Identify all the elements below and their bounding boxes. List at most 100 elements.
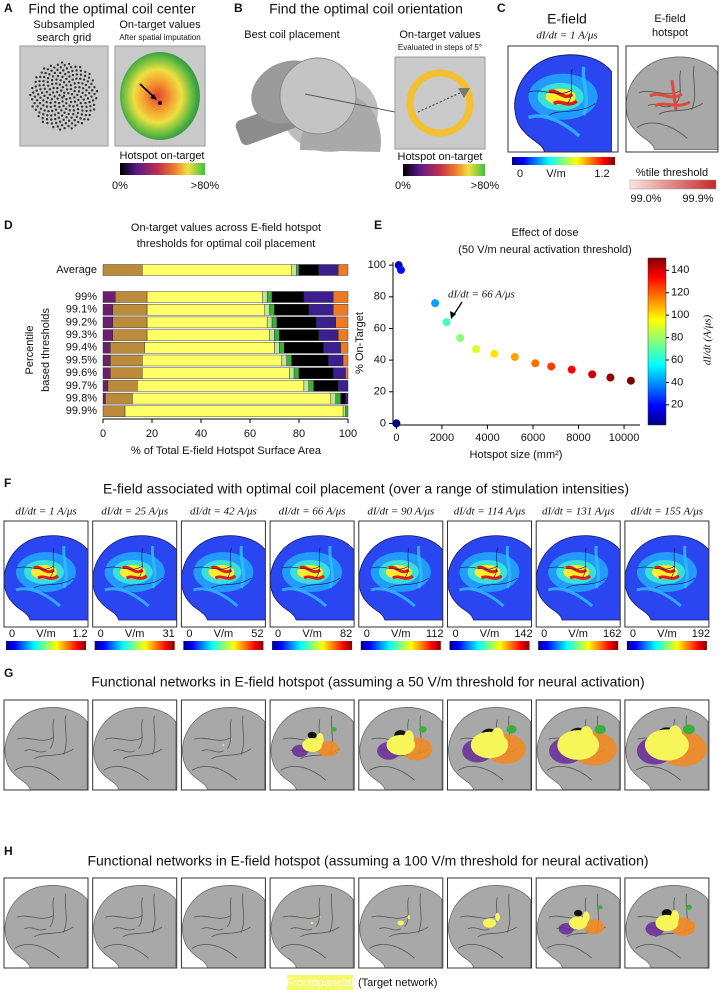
grid-dot [80,113,84,116]
colorbar-label: 0% [395,180,411,192]
image-title: search grid [37,32,91,44]
image-frame [535,877,621,969]
y-tick-label: 0 [380,417,386,429]
image-title: E-field [547,11,587,27]
x-tick-label: 100 [339,428,357,440]
center-dot [158,101,162,105]
y-tick-label: 99% [75,291,97,303]
y-tick-label: 99.5% [66,354,97,366]
grid-dot [67,70,70,74]
bar-segment [340,342,349,354]
grid-dot [62,69,65,72]
network-region [490,727,505,751]
orientation-ring [406,69,474,137]
bar-segment [115,291,148,303]
image-frame [624,520,710,628]
network-region [319,916,321,918]
bar-segment [338,329,349,341]
x-tick-label: 60 [244,428,256,440]
bar-segment [335,392,341,405]
grid-dot [51,75,55,78]
image-frame [92,520,178,628]
chart-title: On-target values across E-field hotspot [131,222,321,234]
grid-dot [36,99,39,102]
point [456,333,465,342]
grid-dot [68,104,71,107]
network-region [584,919,605,935]
panel-title: Functional networks in E-field hotspot (… [87,853,648,869]
grid-dot [60,124,64,127]
grid-dot [44,71,47,75]
bar-segment [345,367,349,379]
grid-dot [86,80,90,83]
grid-dot [42,83,45,87]
grid-dot [31,86,34,90]
grid-dot [47,109,50,113]
grid-dot [89,109,92,112]
grid-dot [95,97,98,100]
grid-dot [68,75,71,78]
grid-dot [63,111,66,114]
colorbar-label: V/m [214,628,234,640]
colorbar [512,157,615,165]
bar-segment [102,405,126,417]
grid-dot [85,109,88,113]
point [392,419,401,428]
efield-image [624,526,709,622]
bar-segment [271,291,305,303]
colorbar-label: V/m [546,168,566,180]
bar-segment [262,291,268,303]
image-frame [180,520,266,628]
colorbar-title: %tile threshold [636,167,708,179]
network-region [666,725,683,753]
colorbar [272,641,353,650]
bar-segment [340,392,346,405]
network-region [574,909,583,917]
grid-dot [91,99,95,102]
image-frame [180,699,266,791]
bar-segment [303,291,334,303]
point [431,299,440,308]
grid-dot [32,91,35,94]
colorbar [629,179,717,190]
grid-dot [95,89,99,93]
grid-dot [60,89,63,92]
image-title: Best coil placement [244,29,339,41]
grid-dot [64,107,68,110]
image-title: hotspot [652,27,688,39]
grid-dot [34,85,37,88]
x-tick-label: 0 [100,428,106,440]
bar-segment [102,316,114,329]
point [442,318,451,327]
grid-dot [62,94,66,98]
grid-dot [53,71,57,75]
network-region [597,905,603,910]
image-frame [3,877,89,969]
image-frame [358,877,444,969]
grid-dot [92,103,96,107]
point [547,362,556,371]
grid-dot [83,118,86,121]
colorbar-label: V/m [391,628,411,640]
legend-label: Frontoparietal [286,977,354,989]
grid-dot [61,85,65,89]
orientation-arrow [458,88,470,98]
image-frame [269,520,355,628]
colorbar-label: V/m [568,628,588,640]
grid-dot [86,118,90,121]
grid-dot [58,94,61,97]
colorbar-label: 31 [163,628,175,640]
bar-segment [137,380,305,392]
grid-dot [50,69,53,72]
grid-dot [74,86,77,89]
grid-dot [40,91,44,95]
grid-dot [58,128,62,131]
image-frame [447,699,532,791]
point [472,345,481,354]
bar-segment [146,304,265,316]
image-frame [358,520,444,628]
bar-segment [102,367,111,379]
bar-segment [318,329,339,341]
grid-dot [72,109,76,112]
bar-segment [333,291,349,303]
